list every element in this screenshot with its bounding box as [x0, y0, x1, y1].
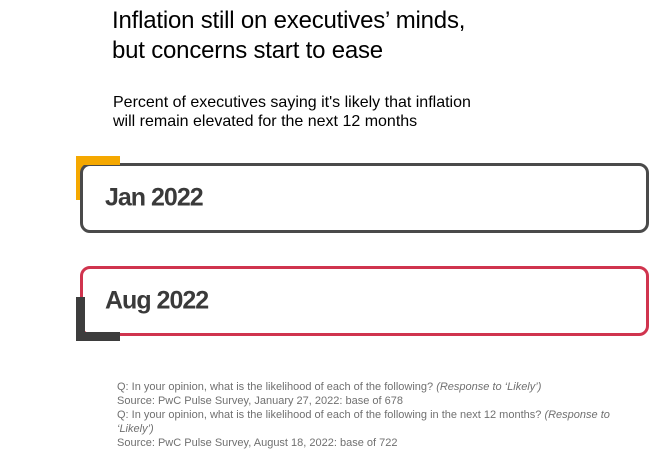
footnote-source-2: Source: PwC Pulse Survey, August 18, 202… — [117, 437, 398, 449]
bar-aug-2022: Aug 2022 — [80, 266, 649, 336]
footnote-question-2-text: Q: In your opinion, what is the likeliho… — [117, 409, 542, 421]
footnote-question-2: Q: In your opinion, what is the likeliho… — [117, 408, 647, 436]
chart-subtitle-line-1: Percent of executives saying it's likely… — [113, 94, 471, 111]
chart-title-line-1: Inflation still on executives’ minds, — [112, 7, 466, 34]
accent-bracket-bottom-vertical — [76, 297, 85, 341]
footnote-question-1: Q: In your opinion, what is the likeliho… — [117, 380, 647, 394]
footnote-question-1-response: (Response to ‘Likely’) — [436, 381, 542, 393]
chart-title: Inflation still on executives’ minds, bu… — [112, 6, 642, 66]
footnote-question-1-text: Q: In your opinion, what is the likeliho… — [117, 381, 434, 393]
bar-label-jan-2022: Jan 2022 — [105, 183, 204, 212]
bar-label-aug-2022: Aug 2022 — [105, 286, 209, 315]
chart-footnotes: Q: In your opinion, what is the likeliho… — [117, 380, 647, 450]
accent-bracket-top-horizontal — [76, 156, 120, 165]
accent-bracket-bottom-horizontal — [76, 332, 120, 341]
chart-subtitle-line-2: will remain elevated for the next 12 mon… — [113, 113, 418, 130]
chart-subtitle: Percent of executives saying it's likely… — [113, 93, 633, 131]
footnote-question-2-response: (Response to ‘Likely’) — [117, 409, 610, 435]
chart-title-line-2: but concerns start to ease — [112, 37, 383, 64]
bar-jan-2022: Jan 2022 — [80, 163, 649, 233]
footnote-source-1: Source: PwC Pulse Survey, January 27, 20… — [117, 395, 403, 407]
